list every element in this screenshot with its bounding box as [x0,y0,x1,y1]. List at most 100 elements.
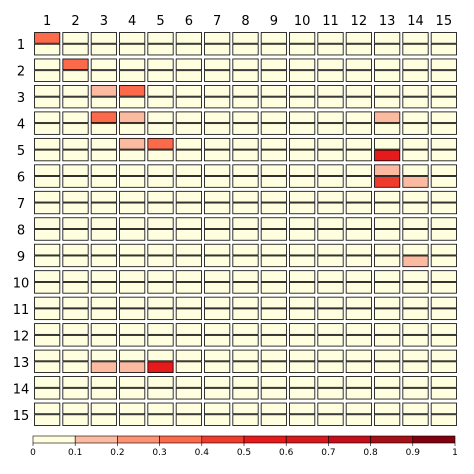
heatmap-cell-12-14-top [402,323,429,335]
heatmap-cell-13-12-top [345,349,372,362]
heatmap-cell-3-3-top [90,85,117,97]
heatmap-cell-13-3-top [90,349,117,362]
heatmap-cell-2-8-bottom [232,70,259,82]
heatmap-cell-9-4-top [119,243,146,256]
heatmap-cell-10-9-top [260,270,287,282]
heatmap-cell-3-2-top [62,85,89,97]
heatmap-cell-11-6-top [175,296,202,309]
heatmap-cell-11-3-bottom [90,308,117,321]
heatmap-cell-10-7-bottom [204,282,231,294]
heatmap-cell-5-6-bottom [175,149,202,162]
heatmap-cell-13-15-bottom [430,361,457,373]
heatmap-cell-6-5-bottom [147,176,174,188]
heatmap-cell-5-5-top [147,137,174,150]
heatmap-cell-12-4-bottom [119,334,146,347]
heatmap-cell-1-14-bottom [402,43,429,56]
heatmap-cell-2-6-top [175,58,202,71]
heatmap-cell-4-5-bottom [147,123,174,135]
heatmap-cell-8-10-top [289,217,316,229]
heatmap-cell-15-3-bottom [90,414,117,426]
heatmap-cell-7-2-top [62,190,89,203]
heatmap-cell-15-7-bottom [204,414,231,426]
colorbar-swatch [370,435,414,444]
heatmap-cell-10-10-bottom [289,282,316,294]
colorbar-swatch [328,435,371,444]
heatmap-cell-5-12-top [345,137,372,150]
heatmap-cell-12-2-bottom [62,334,89,347]
heatmap-cell-15-5-top [147,402,174,415]
heatmap-cell-14-12-bottom [345,387,372,400]
heatmap-cell-7-5-top [147,190,174,203]
heatmap-cell-6-11-top [317,164,344,176]
heatmap-cell-14-11-top [317,376,344,388]
heatmap-cell-3-13-top [374,85,401,97]
heatmap-cell-3-1-top [34,85,61,97]
heatmap-cell-5-4-top [119,137,146,150]
heatmap-cell-10-3-top [90,270,117,282]
heatmap-cell-2-5-bottom [147,70,174,82]
heatmap-cell-1-8-top [232,32,259,44]
colorbar-swatch [74,435,118,444]
heatmap-cell-1-14-top [402,32,429,44]
heatmap-cell-5-5-bottom [147,149,174,162]
heatmap-cell-13-6-top [175,349,202,362]
heatmap-cell-13-11-bottom [317,361,344,373]
heatmap-cell-9-7-top [204,243,231,256]
heatmap-cell-4-2-top [62,111,89,124]
heatmap-cell-9-2-bottom [62,255,89,268]
heatmap-cell-11-4-bottom [119,308,146,321]
heatmap-cell-5-10-top [289,137,316,150]
heatmap-cell-9-13-bottom [374,255,401,268]
heatmap-cell-5-15-bottom [430,149,457,162]
heatmap-cell-14-7-bottom [204,387,231,400]
heatmap-cell-15-10-top [289,402,316,415]
heatmap-cell-14-14-bottom [402,387,429,400]
heatmap-cell-7-4-bottom [119,202,146,215]
heatmap-cell-4-12-top [345,111,372,124]
heatmap-cell-4-10-bottom [289,123,316,135]
colorbar-tick-label: 0.7 [321,448,335,458]
heatmap-cell-10-4-bottom [119,282,146,294]
heatmap-cell-14-5-bottom [147,387,174,400]
heatmap-cell-11-1-bottom [34,308,61,321]
heatmap-cell-12-9-top [260,323,287,335]
heatmap-cell-1-4-bottom [119,43,146,56]
heatmap-cell-1-1-bottom [34,43,61,56]
heatmap-cell-14-9-top [260,376,287,388]
y-tick-label: 11 [13,303,30,318]
heatmap-cell-3-15-bottom [430,96,457,109]
heatmap-cell-12-3-top [90,323,117,335]
heatmap-cell-4-14-bottom [402,123,429,135]
heatmap-cell-8-3-bottom [90,229,117,241]
heatmap-cell-10-8-bottom [232,282,259,294]
heatmap-cell-8-11-bottom [317,229,344,241]
heatmap-cell-9-8-bottom [232,255,259,268]
heatmap-cell-5-7-bottom [204,149,231,162]
heatmap-cell-15-2-bottom [62,414,89,426]
heatmap-cell-4-9-top [260,111,287,124]
heatmap-cell-6-7-top [204,164,231,176]
heatmap-cell-12-1-top [34,323,61,335]
colorbar-tick-label: 0.1 [68,448,82,458]
heatmap-cell-9-13-top [374,243,401,256]
heatmap-cell-4-8-top [232,111,259,124]
heatmap-cell-7-9-top [260,190,287,203]
heatmap-cell-3-10-bottom [289,96,316,109]
heatmap-cell-12-14-bottom [402,334,429,347]
heatmap-cell-1-6-bottom [175,43,202,56]
heatmap-cell-5-11-bottom [317,149,344,162]
heatmap-cell-13-10-bottom [289,361,316,373]
heatmap-cell-2-13-bottom [374,70,401,82]
heatmap-cell-12-10-top [289,323,316,335]
heatmap-cell-1-15-bottom [430,43,457,56]
heatmap-cell-6-15-top [430,164,457,176]
heatmap-cell-8-13-bottom [374,229,401,241]
heatmap-cell-12-13-bottom [374,334,401,347]
heatmap-cell-1-2-top [62,32,89,44]
heatmap-cell-14-1-bottom [34,387,61,400]
heatmap-cell-4-11-top [317,111,344,124]
heatmap-cell-9-12-bottom [345,255,372,268]
heatmap-cell-15-14-top [402,402,429,415]
heatmap-cell-1-3-top [90,32,117,44]
